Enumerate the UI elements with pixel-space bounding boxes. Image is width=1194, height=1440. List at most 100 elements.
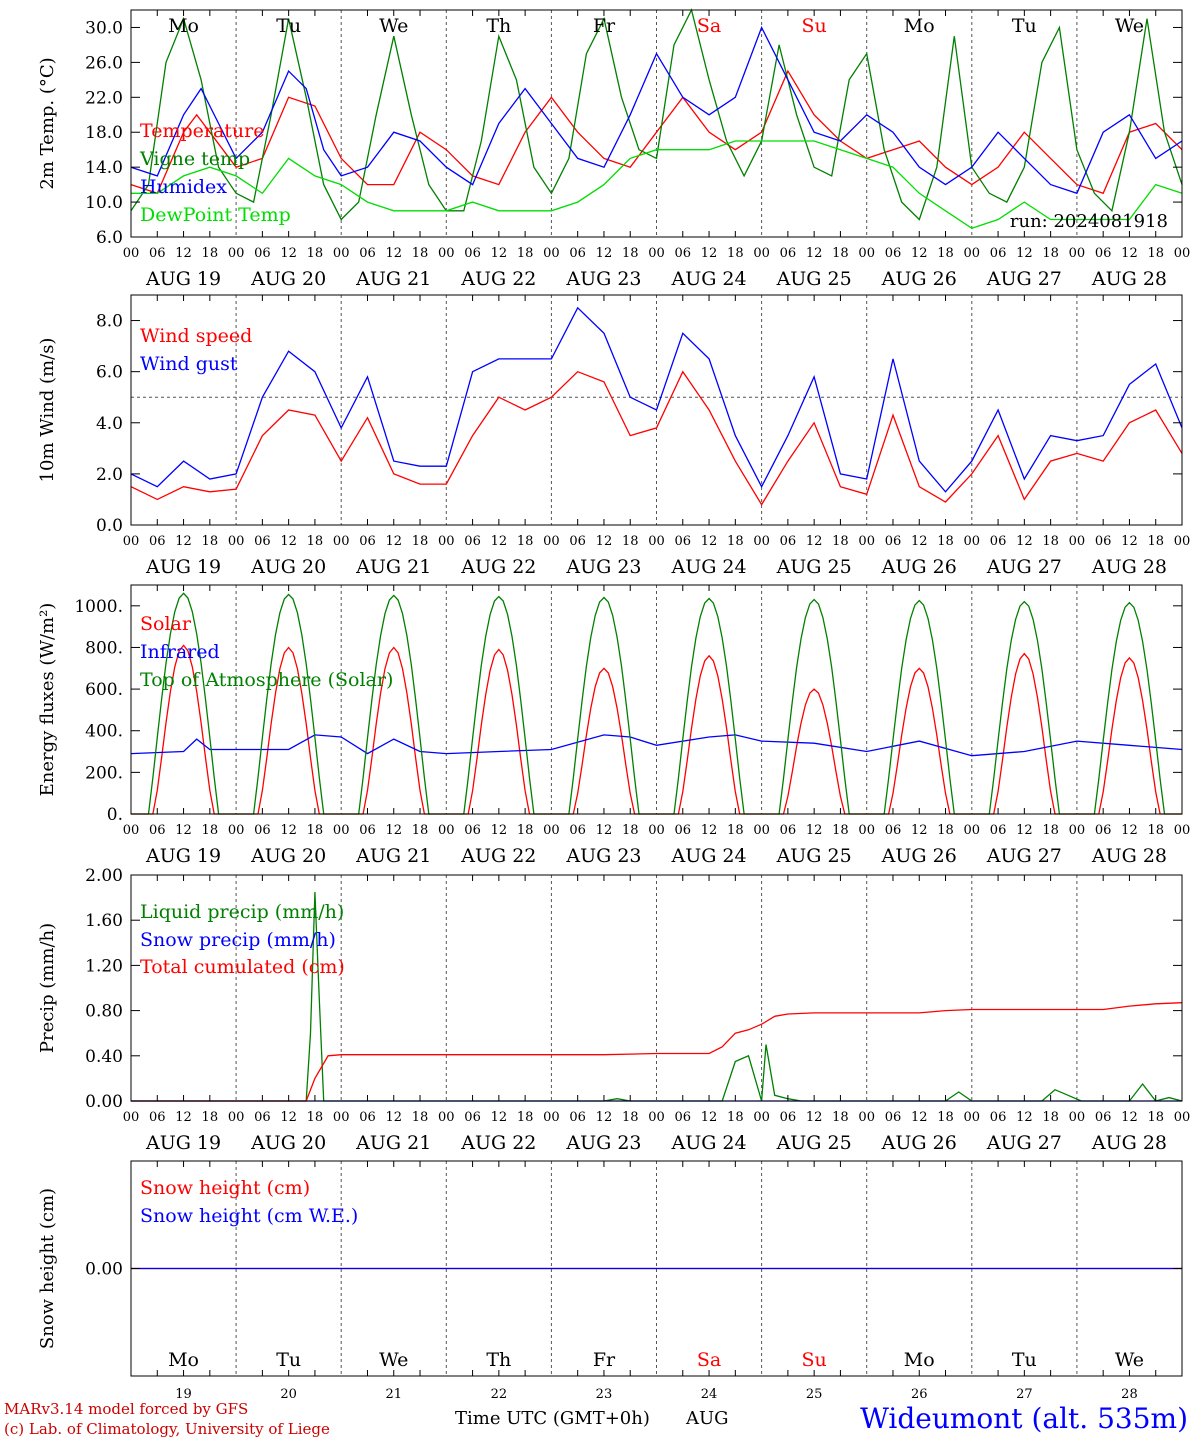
- day-name-label: Tu: [276, 15, 301, 37]
- date-label: AUG 23: [565, 268, 641, 290]
- day-name-label: Mo: [168, 15, 199, 37]
- hour-tick-label: 00: [648, 823, 665, 838]
- hour-tick-label: 00: [438, 823, 455, 838]
- hour-tick-label: 12: [806, 246, 823, 261]
- hour-tick-label: 12: [491, 823, 508, 838]
- hour-tick-label: 12: [911, 534, 928, 549]
- hour-tick-label: 06: [990, 246, 1007, 261]
- hour-tick-label: 12: [491, 534, 508, 549]
- date-label: AUG 26: [881, 268, 957, 290]
- hour-tick-label: 06: [780, 246, 797, 261]
- hour-tick-label: 00: [228, 246, 245, 261]
- day-name-label: We: [1115, 1349, 1144, 1371]
- hour-tick-label: 00: [333, 246, 350, 261]
- series-line-precip-2: [131, 1002, 1183, 1102]
- day-number-label: 24: [701, 1387, 718, 1402]
- hour-tick-label: 06: [780, 1110, 797, 1125]
- y-tick-label: 4.0: [96, 414, 123, 434]
- date-label: AUG 20: [250, 556, 326, 578]
- hour-tick-label: 18: [1147, 823, 1164, 838]
- hour-tick-label: 12: [701, 823, 718, 838]
- hour-tick-label: 06: [464, 1110, 481, 1125]
- hour-tick-label: 12: [385, 534, 402, 549]
- day-name-label: Tu: [1012, 1349, 1037, 1371]
- hour-tick-label: 12: [911, 823, 928, 838]
- hour-tick-label: 18: [937, 534, 954, 549]
- hour-tick-label: 00: [123, 246, 140, 261]
- hour-tick-label: 12: [1121, 823, 1138, 838]
- hour-tick-label: 00: [543, 823, 560, 838]
- hour-tick-label: 18: [307, 246, 324, 261]
- hour-tick-label: 18: [832, 246, 849, 261]
- hour-tick-label: 06: [780, 534, 797, 549]
- day-name-label: Mo: [168, 1349, 199, 1371]
- date-label: AUG 26: [881, 556, 957, 578]
- date-label: AUG 21: [355, 268, 431, 290]
- date-label: AUG 19: [145, 1132, 221, 1154]
- day-name-label: Su: [802, 1349, 827, 1371]
- hour-tick-label: 18: [727, 246, 744, 261]
- y-tick-label: 22.0: [85, 88, 123, 108]
- hour-tick-label: 18: [202, 823, 219, 838]
- y-axis-title-temp: 2m Temp. (°C): [37, 57, 58, 189]
- legend-entry-temp-2: Humidex: [140, 176, 227, 198]
- hour-tick-label: 12: [280, 1110, 297, 1125]
- hour-tick-label: 06: [569, 534, 586, 549]
- hour-tick-label: 18: [517, 534, 534, 549]
- day-name-label: Mo: [904, 15, 935, 37]
- y-tick-label: 800.: [85, 638, 123, 658]
- y-tick-label: 18.0: [85, 123, 123, 143]
- hour-tick-label: 12: [175, 823, 192, 838]
- hour-tick-label: 18: [517, 823, 534, 838]
- hour-tick-label: 18: [307, 534, 324, 549]
- hour-tick-label: 00: [123, 534, 140, 549]
- hour-tick-label: 06: [990, 534, 1007, 549]
- hour-tick-label: 18: [622, 534, 639, 549]
- hour-tick-label: 00: [333, 534, 350, 549]
- hour-tick-label: 12: [911, 246, 928, 261]
- y-tick-label: 0.40: [85, 1047, 123, 1067]
- hour-tick-label: 06: [675, 823, 692, 838]
- date-label: AUG 19: [145, 845, 221, 867]
- series-line-wind-0: [130, 370, 1183, 506]
- date-label: AUG 24: [670, 1132, 746, 1154]
- hour-tick-label: 18: [1147, 246, 1164, 261]
- hour-tick-label: 00: [228, 823, 245, 838]
- date-label: AUG 25: [776, 845, 852, 867]
- hour-tick-label: 18: [622, 823, 639, 838]
- date-label: AUG 28: [1091, 556, 1167, 578]
- y-tick-label: 600.: [85, 680, 123, 700]
- day-name-label: Tu: [276, 1349, 301, 1371]
- hour-tick-label: 00: [1069, 534, 1086, 549]
- x-axis-month: AUG: [685, 1408, 729, 1429]
- station-label: Wideumont (alt. 535m): [860, 1402, 1188, 1435]
- y-tick-label: 8.0: [96, 312, 123, 332]
- date-label: AUG 22: [460, 1132, 536, 1154]
- y-tick-label: 6.0: [96, 363, 123, 383]
- hour-tick-label: 00: [648, 1110, 665, 1125]
- date-label: AUG 20: [250, 845, 326, 867]
- hour-tick-label: 18: [412, 534, 429, 549]
- day-number-label: 27: [1016, 1387, 1033, 1402]
- hour-tick-label: 12: [1016, 246, 1033, 261]
- hour-tick-label: 00: [228, 534, 245, 549]
- hour-tick-label: 06: [990, 1110, 1007, 1125]
- legend-entry-precip-1: Snow precip (mm/h): [140, 929, 336, 951]
- hour-tick-label: 18: [727, 823, 744, 838]
- date-label: AUG 27: [986, 1132, 1062, 1154]
- hour-tick-label: 00: [1069, 823, 1086, 838]
- day-number-label: 23: [596, 1387, 613, 1402]
- hour-tick-label: 00: [543, 1110, 560, 1125]
- hour-tick-label: 00: [543, 534, 560, 549]
- y-tick-label: 0.0: [96, 516, 123, 536]
- hour-tick-label: 18: [412, 246, 429, 261]
- hour-tick-label: 06: [464, 246, 481, 261]
- hour-tick-label: 12: [280, 823, 297, 838]
- y-tick-label: 0.80: [85, 1002, 123, 1022]
- hour-tick-label: 06: [675, 246, 692, 261]
- day-name-label: Th: [486, 15, 511, 37]
- hour-tick-label: 06: [254, 246, 271, 261]
- hour-tick-label: 06: [1095, 823, 1112, 838]
- legend-entry-snow-0: Snow height (cm): [140, 1177, 310, 1199]
- hour-tick-label: 18: [307, 823, 324, 838]
